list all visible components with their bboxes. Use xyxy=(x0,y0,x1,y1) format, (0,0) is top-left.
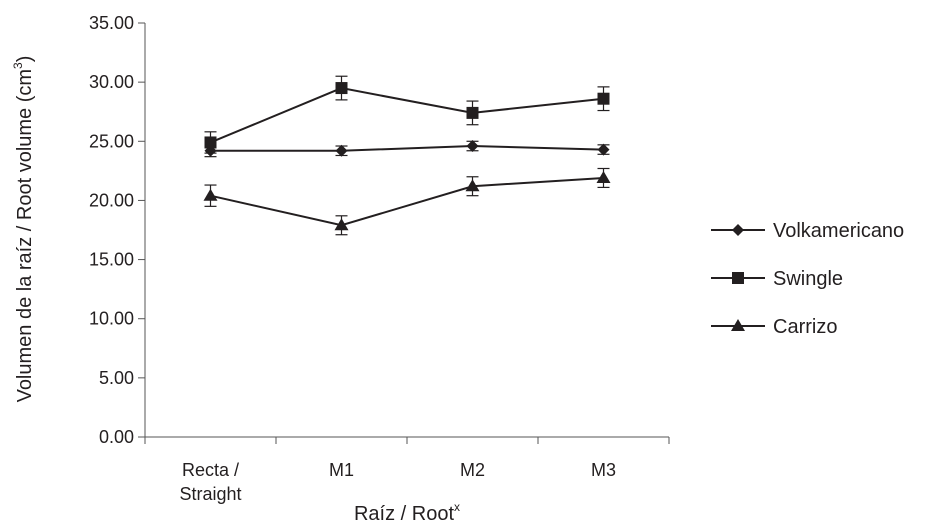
data-point-swingle xyxy=(597,92,610,105)
x-tick-label: M1 xyxy=(329,460,354,480)
data-point-carrizo xyxy=(203,188,218,201)
legend-marker-carrizo xyxy=(731,319,745,331)
data-point-volkamericano xyxy=(335,144,348,157)
y-axis-title: Volumen de la raíz / Root volume (cm3) xyxy=(11,56,36,403)
y-tick-label: 15.00 xyxy=(89,250,134,270)
y-tick-label: 30.00 xyxy=(89,72,134,92)
data-point-swingle xyxy=(335,82,348,95)
axes xyxy=(144,23,669,438)
x-tick-label: M3 xyxy=(591,460,616,480)
data-point-volkamericano xyxy=(466,140,479,153)
x-tick-label: Recta / Straight xyxy=(179,460,241,504)
x-axis-ticks: Recta / Straight M1 M2 M3 xyxy=(144,437,670,504)
y-tick-label: 25.00 xyxy=(89,131,134,151)
x-tick-label-line: Recta / xyxy=(182,460,239,480)
x-axis-title: Raíz / Rootx xyxy=(354,500,460,525)
x-axis-title-text: Raíz / Root xyxy=(354,503,454,525)
legend-label: Carrizo xyxy=(773,316,837,338)
series-line-swingle xyxy=(210,87,604,144)
series-line-carrizo xyxy=(210,176,604,227)
y-tick-label: 0.00 xyxy=(99,427,134,447)
x-axis-title-superscript: x xyxy=(454,500,460,514)
data-point-swingle xyxy=(204,136,217,149)
legend-marker-swingle xyxy=(732,272,744,284)
data-point-volkamericano xyxy=(597,143,610,156)
data-point-swingle xyxy=(466,106,479,119)
series-carrizo xyxy=(203,167,611,236)
y-axis-ticks: 0.00 5.00 10.00 15.00 20.00 25.00 30.00 35.00 xyxy=(89,13,145,447)
series-swingle xyxy=(204,75,610,154)
y-tick-label: 35.00 xyxy=(89,13,134,33)
data-point-carrizo xyxy=(334,218,349,231)
legend-item-volkamericano: Volkamericano xyxy=(711,220,904,242)
legend-item-carrizo: Carrizo xyxy=(711,316,837,338)
data-point-carrizo xyxy=(596,170,611,183)
y-tick-label: 10.00 xyxy=(89,309,134,329)
series-layer xyxy=(203,75,611,236)
y-axis-title-suffix: ) xyxy=(14,56,36,63)
y-tick-label: 20.00 xyxy=(89,190,134,210)
x-tick-label: M2 xyxy=(460,460,485,480)
legend-label: Volkamericano xyxy=(773,220,904,242)
x-tick-label-line: Straight xyxy=(179,484,241,504)
y-tick-label: 5.00 xyxy=(99,368,134,388)
legend-marker-volkamericano xyxy=(732,224,744,236)
series-line-volkamericano xyxy=(210,145,604,152)
y-axis-title-text: Volumen de la raíz / Root volume (cm xyxy=(14,69,36,402)
legend-label: Swingle xyxy=(773,268,843,290)
series-volkamericano xyxy=(204,140,610,158)
legend: Volkamericano Swingle Carrizo xyxy=(711,220,904,338)
data-point-carrizo xyxy=(465,179,480,192)
x-tick-label-line: M3 xyxy=(591,460,616,480)
x-tick-label-line: M2 xyxy=(460,460,485,480)
y-axis-title-superscript: 3 xyxy=(11,62,25,69)
x-tick-label-line: M1 xyxy=(329,460,354,480)
legend-item-swingle: Swingle xyxy=(711,268,843,290)
